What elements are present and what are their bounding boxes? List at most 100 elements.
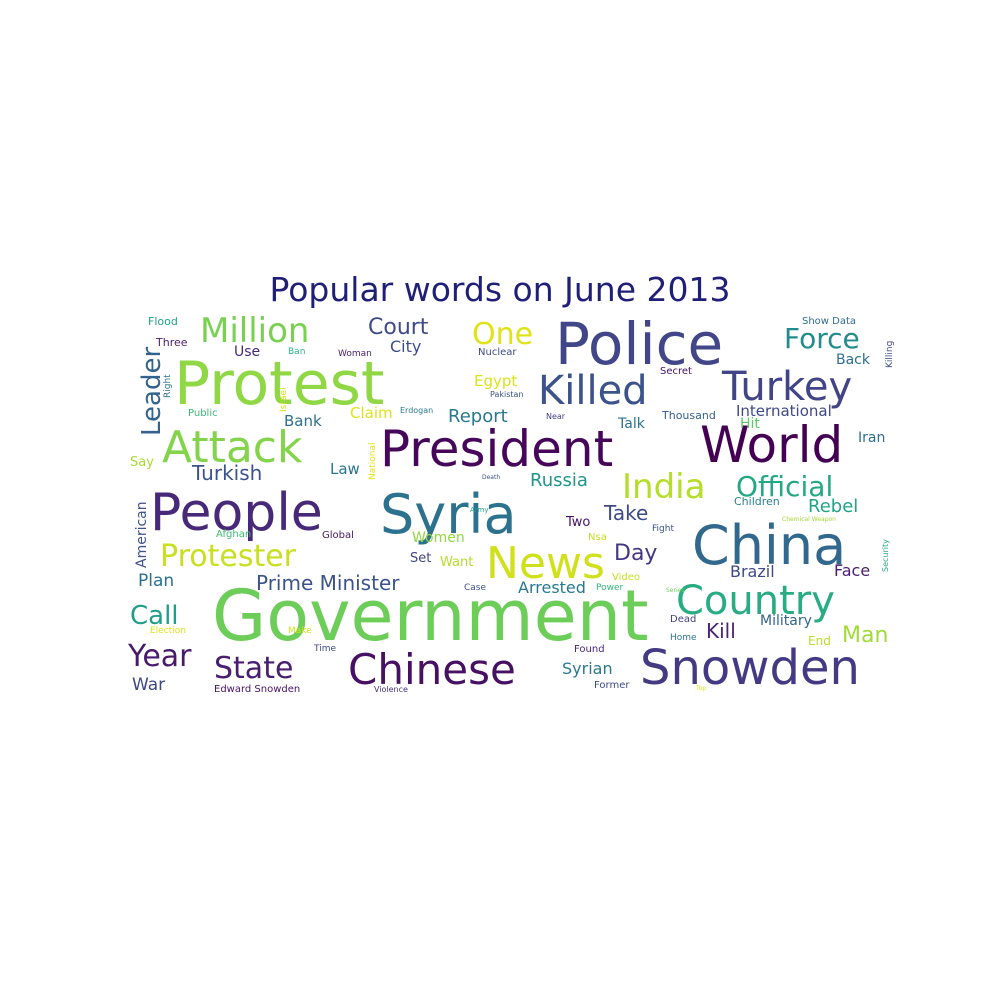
word-top: Top bbox=[695, 685, 706, 692]
word-woman: Woman bbox=[338, 349, 372, 359]
word-snowden: Snowden bbox=[640, 640, 860, 696]
word-plan: Plan bbox=[138, 571, 174, 591]
word-ban: Ban bbox=[288, 347, 305, 357]
word-brazil: Brazil bbox=[730, 562, 775, 581]
word-talk: Talk bbox=[617, 416, 646, 432]
word-violence: Violence bbox=[374, 685, 408, 694]
chart-title: Popular words on June 2013 bbox=[269, 270, 731, 309]
word-right: Right bbox=[163, 374, 173, 398]
word-call: Call bbox=[130, 601, 179, 631]
word-edward-snowden: Edward Snowden bbox=[214, 684, 300, 695]
word-million: Million bbox=[200, 311, 309, 351]
word-man: Man bbox=[842, 623, 888, 648]
word-power: Power bbox=[596, 583, 624, 593]
word-iran: Iran bbox=[858, 430, 885, 446]
word-court: Court bbox=[368, 315, 429, 340]
word-attack: Attack bbox=[162, 422, 303, 473]
word-state: State bbox=[214, 651, 293, 686]
word-military: Military bbox=[760, 613, 812, 629]
word-killing: Killing bbox=[885, 341, 895, 368]
word-home: Home bbox=[670, 633, 697, 643]
word-hit: Hit bbox=[740, 416, 760, 432]
word-egypt: Egypt bbox=[474, 372, 517, 390]
word-children: Children bbox=[734, 495, 780, 508]
word-series: Series bbox=[666, 587, 684, 594]
word-israel: Israel bbox=[279, 387, 289, 412]
word-people: People bbox=[150, 483, 323, 543]
word-fight: Fight bbox=[652, 524, 674, 534]
word-say: Say bbox=[130, 455, 154, 470]
word-report: Report bbox=[448, 406, 508, 427]
word-arrested: Arrested bbox=[518, 578, 586, 597]
word-dead: Dead bbox=[670, 614, 696, 625]
word-protest: Protest bbox=[174, 349, 384, 419]
word-law: Law bbox=[330, 460, 360, 478]
word-american: American bbox=[134, 501, 150, 568]
word-leader: Leader bbox=[137, 347, 167, 436]
word-three: Three bbox=[155, 336, 188, 349]
word-protester: Protester bbox=[160, 539, 297, 574]
word-erdogan: Erdogan bbox=[400, 406, 433, 415]
word-afghan: Afghan bbox=[216, 529, 251, 540]
word-make: Make bbox=[288, 626, 312, 636]
word-prime-minister: Prime Minister bbox=[256, 571, 400, 595]
word-rebel: Rebel bbox=[808, 496, 858, 517]
word-chinese: Chinese bbox=[348, 645, 516, 694]
word-government: Government bbox=[212, 575, 649, 657]
word-year: Year bbox=[127, 639, 192, 674]
word-pakistan: Pakistan bbox=[490, 390, 524, 399]
word-country: Country bbox=[676, 578, 835, 624]
word-global: Global bbox=[322, 530, 354, 541]
word-killed: Killed bbox=[538, 368, 648, 414]
word-russia: Russia bbox=[530, 470, 588, 491]
word-president: President bbox=[380, 420, 613, 478]
word-syria: Syria bbox=[380, 483, 517, 546]
word-china: China bbox=[692, 514, 846, 577]
word-show-data: Show Data bbox=[802, 316, 856, 327]
word-face: Face bbox=[834, 561, 870, 580]
word-flood: Flood bbox=[148, 315, 178, 328]
word-former: Former bbox=[594, 680, 630, 691]
word-bank: Bank bbox=[284, 412, 322, 430]
word-use: Use bbox=[234, 344, 260, 360]
word-set: Set bbox=[410, 551, 431, 566]
word-turkish: Turkish bbox=[191, 461, 262, 485]
word-near: Near bbox=[546, 412, 566, 421]
word-secret: Secret bbox=[660, 366, 692, 377]
word-nuclear: Nuclear bbox=[478, 347, 517, 358]
word-claim: Claim bbox=[350, 404, 393, 422]
word-police: Police bbox=[555, 310, 723, 378]
word-war: War bbox=[132, 675, 165, 695]
word-turkey: Turkey bbox=[721, 364, 852, 410]
word-syrian: Syrian bbox=[562, 659, 613, 678]
word-force: Force bbox=[784, 322, 860, 355]
word-want: Want bbox=[440, 555, 473, 570]
word-news: News bbox=[486, 538, 605, 589]
word-nsa: Nsa bbox=[588, 532, 607, 543]
word-thousand: Thousand bbox=[661, 409, 716, 422]
word-case: Case bbox=[464, 583, 486, 593]
word-take: Take bbox=[603, 501, 648, 525]
word-army: Army bbox=[470, 506, 489, 514]
word-election: Election bbox=[150, 626, 186, 636]
word-women: Women bbox=[412, 530, 465, 546]
word-international: International bbox=[736, 402, 832, 420]
word-world: World bbox=[700, 416, 843, 474]
word-end: End bbox=[808, 634, 831, 648]
word-official: Official bbox=[736, 470, 833, 503]
word-india: India bbox=[622, 467, 705, 507]
word-video: Video bbox=[612, 572, 640, 583]
word-public: Public bbox=[188, 408, 218, 419]
word-city: City bbox=[390, 337, 421, 356]
word-security: Security bbox=[881, 539, 890, 572]
word-one: One bbox=[472, 317, 533, 352]
word-day: Day bbox=[614, 541, 657, 566]
word-death: Death bbox=[482, 474, 500, 481]
word-time: Time bbox=[313, 644, 336, 654]
word-two: Two bbox=[565, 515, 590, 530]
word-national: National bbox=[368, 442, 378, 480]
word-back: Back bbox=[836, 352, 871, 368]
word-kill: Kill bbox=[706, 619, 736, 643]
word-chemical-weapon: Chemical Weapon bbox=[782, 516, 836, 523]
